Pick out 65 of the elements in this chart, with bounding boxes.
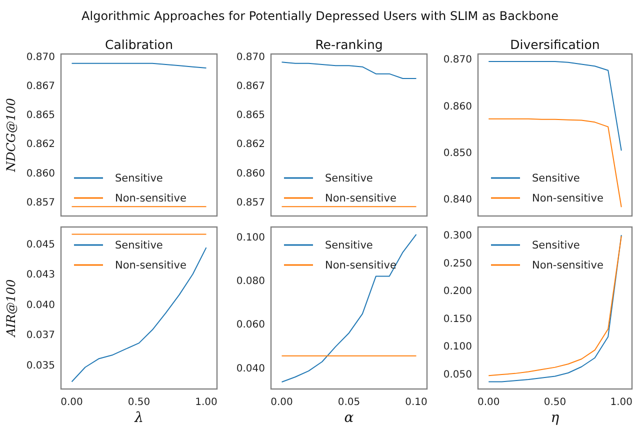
legend-label: Sensitive — [325, 240, 373, 252]
x-tick-label: 1.00 — [195, 397, 218, 408]
x-tick-label: 0.50 — [128, 397, 150, 408]
y-tick-label: 0.037 — [26, 330, 55, 342]
line-series — [488, 118, 622, 208]
line-series — [281, 62, 417, 79]
y-tick-label: 0.040 — [236, 363, 265, 374]
x-axis-title: λ — [134, 410, 144, 426]
legend-label: Non-sensitive — [532, 192, 604, 205]
y-tick-label: 0.870 — [443, 54, 472, 66]
y-tick-label: 0.870 — [26, 52, 55, 63]
y-tick-label: 0.200 — [443, 286, 472, 298]
y-tick-label: 0.045 — [26, 239, 55, 250]
y-tick-label: 0.060 — [236, 320, 265, 331]
y-tick-label: 0.867 — [26, 80, 55, 92]
x-tick-label: 0.10 — [405, 397, 428, 408]
x-tick-label: 0.00 — [60, 397, 83, 408]
y-tick-label: 0.862 — [26, 139, 55, 150]
y-axis-title: AIR@100 — [4, 278, 18, 338]
legend-label: Non-sensitive — [532, 260, 604, 272]
y-tick-label: 0.865 — [236, 110, 265, 122]
chart-title: Re-ranking — [315, 37, 383, 52]
legend-label: Non-sensitive — [115, 260, 186, 272]
y-tick-label: 0.050 — [443, 369, 472, 380]
y-tick-label: 0.250 — [443, 258, 472, 270]
x-tick-label: 0.50 — [544, 397, 566, 408]
y-tick-label: 0.100 — [236, 232, 265, 244]
y-tick-label: 0.043 — [26, 270, 55, 281]
x-tick-label: 0.00 — [270, 397, 293, 408]
y-tick-label: 0.860 — [26, 168, 55, 180]
y-tick-label: 0.300 — [443, 230, 472, 242]
legend-label: Non-sensitive — [325, 192, 396, 205]
legend-label: Sensitive — [115, 240, 163, 252]
y-axis-title: NDCG@100 — [4, 98, 18, 173]
y-tick-label: 0.850 — [443, 148, 472, 160]
x-axis-title: η — [550, 410, 560, 426]
y-tick-label: 0.870 — [236, 52, 265, 63]
y-tick-label: 0.040 — [26, 300, 55, 311]
y-tick-label: 0.150 — [443, 314, 472, 325]
y-tick-label: 0.865 — [26, 110, 55, 122]
y-tick-label: 0.860 — [443, 101, 472, 112]
y-tick-label: 0.035 — [26, 360, 55, 372]
y-tick-label: 0.857 — [236, 198, 265, 209]
legend-label: Non-sensitive — [115, 192, 186, 205]
line-series — [71, 247, 207, 382]
legend-label: Sensitive — [325, 172, 373, 185]
chart-title: Calibration — [104, 37, 174, 52]
text: Algorithmic Approaches for Potentially Depressed Users with SLIM as Backbone — [82, 9, 558, 23]
line-series — [488, 60, 622, 152]
x-tick-label: 0.05 — [338, 397, 360, 408]
y-tick-label: 0.080 — [236, 276, 265, 288]
y-tick-label: 0.867 — [236, 80, 265, 92]
x-tick-label: 1.00 — [610, 397, 633, 408]
y-tick-label: 0.857 — [26, 198, 55, 209]
x-tick-label: 0.00 — [477, 397, 500, 408]
legend-label: Sensitive — [532, 240, 580, 252]
x-axis-title: α — [344, 410, 354, 426]
y-tick-label: 0.862 — [236, 139, 265, 150]
y-tick-label: 0.100 — [443, 342, 472, 353]
line-series — [281, 234, 417, 383]
chart-title: Diversification — [510, 37, 600, 52]
y-tick-label: 0.860 — [236, 168, 265, 180]
legend-label: Sensitive — [532, 172, 580, 185]
y-tick-label: 0.840 — [443, 194, 472, 206]
legend-label: Sensitive — [115, 172, 163, 185]
